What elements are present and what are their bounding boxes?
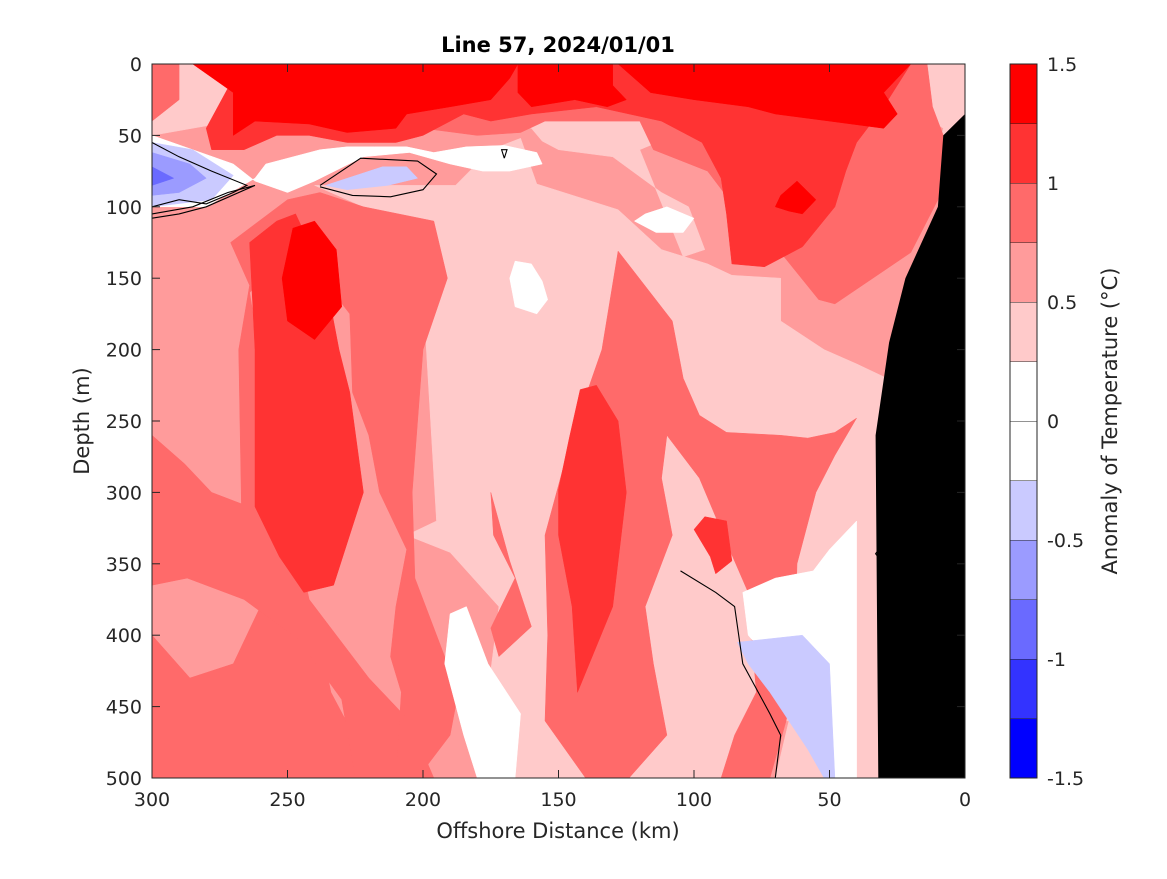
contour-region [634,206,695,233]
colorbar-tick-label: 1.5 [1047,54,1077,76]
x-axis-label: Offshore Distance (km) [436,819,679,843]
colorbar-frame [1009,63,1038,779]
y-tick-label: 200 [106,340,142,362]
contour-region [152,192,459,778]
y-tick-label: 250 [106,411,142,433]
x-tick-label: 150 [540,789,576,811]
zero-contour-line [319,157,438,198]
contour-region [775,180,817,215]
y-tick-label: 150 [106,268,142,290]
contour-region [152,152,207,196]
contour-region [558,385,627,693]
y-tick-label: 500 [106,768,142,790]
colorbar-bin [1010,540,1037,600]
colorbar-tick-label: 1 [1047,173,1059,195]
x-tick-label: 0 [959,789,971,811]
x-tick-label: 200 [405,789,441,811]
y-axis-label: Depth (m) [70,367,94,474]
colorbar-tick-label: 0.5 [1047,292,1077,314]
contour-region [517,64,627,108]
contour-region [152,135,543,208]
y-axis: 0 50 100 150 200 250 300 350 400 450 500 [106,54,965,790]
contour-region [444,606,521,778]
x-tick-label: 250 [269,789,305,811]
y-tick-label: 400 [106,625,142,647]
bathymetry-mask [875,114,965,778]
zero-contour-line [500,149,508,159]
contour-region [737,634,836,778]
colorbar-tick-label: -1.5 [1047,768,1084,790]
y-tick-label: 0 [130,54,142,76]
plot-area [152,64,965,778]
colorbar-tick-label: -1 [1047,649,1066,671]
colorbar: 1.5 1 0.5 0 -0.5 -1 -1.5 [1009,54,1084,790]
colorbar-bin [1010,659,1037,719]
zero-contour-line [152,184,256,219]
colorbar-label: Anomaly of Temperature (°C) [1098,268,1122,575]
contour-region [325,166,418,190]
contour-region [192,64,519,136]
x-tick-label: 100 [676,789,712,811]
chart-title: Line 57, 2024/01/01 [441,33,675,57]
x-tick-label: 50 [817,789,841,811]
contour-region [152,166,174,186]
colorbar-bin [1010,421,1037,481]
y-tick-label: 100 [106,197,142,219]
contour-region [281,220,342,340]
colorbar-bin [1010,64,1037,124]
zero-contour-line [680,570,782,778]
colorbar-bin [1010,302,1037,362]
x-axis: 300 250 200 150 100 50 0 [134,64,971,811]
contour-region [509,260,548,315]
colorbar-tick-label: 0 [1047,411,1059,433]
contour-region [617,64,912,129]
colorbar-bin [1010,242,1037,302]
colorbar-bin [1010,599,1037,659]
contour-region [249,213,364,593]
colorbar-bin [1010,480,1037,540]
x-tick-label: 300 [134,789,170,811]
y-tick-label: 300 [106,482,142,504]
colorbar-bin [1010,183,1037,243]
y-tick-label: 450 [106,697,142,719]
contour-region [693,516,733,575]
y-tick-label: 50 [118,125,142,147]
contour-region [490,492,532,657]
colorbar-bin [1010,718,1037,778]
colorbar-bin [1010,123,1037,183]
colorbar-bin [1010,361,1037,421]
y-tick-label: 350 [106,554,142,576]
colorbar-tick-label: -0.5 [1047,530,1084,552]
